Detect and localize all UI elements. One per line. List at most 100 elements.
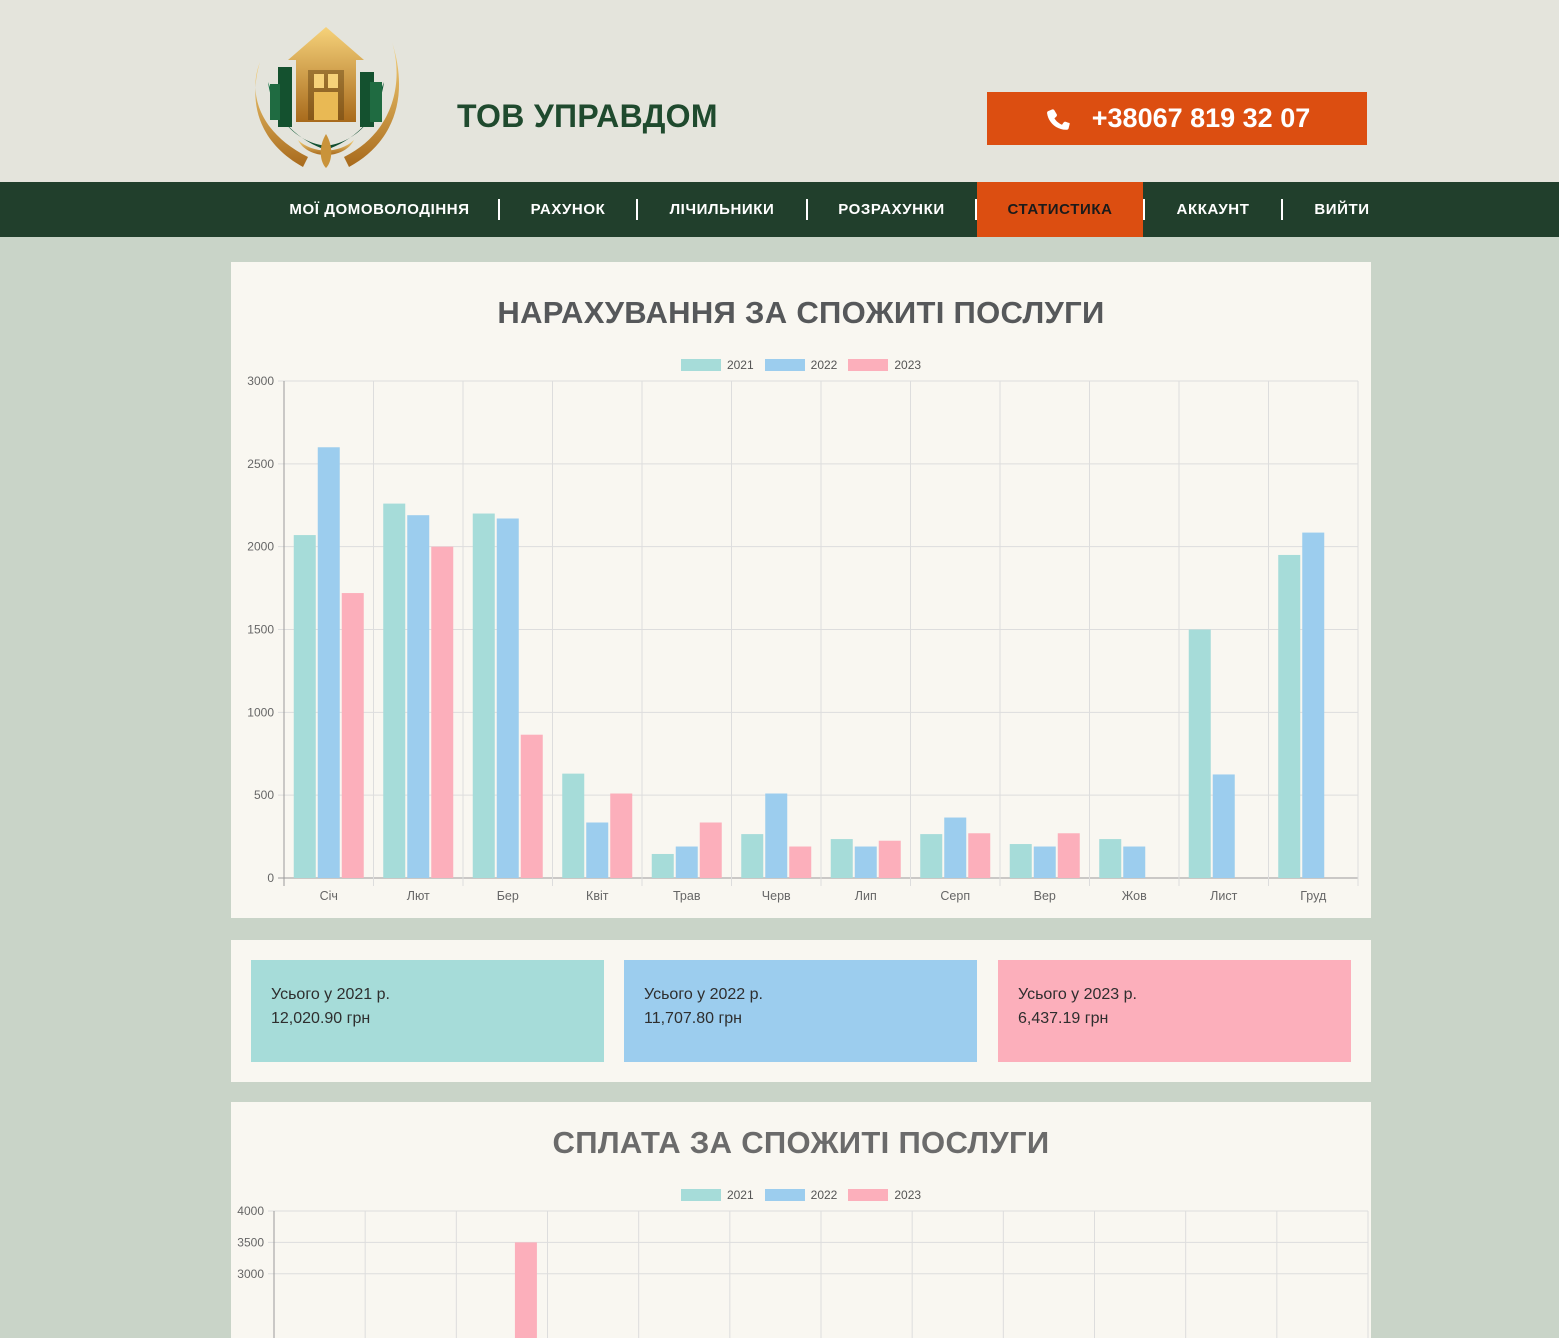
x-tick-label: Бер — [497, 889, 519, 903]
bar-2021-Квіт[interactable] — [562, 773, 585, 878]
nav-separator — [806, 199, 808, 220]
bar-2023-Вер[interactable] — [1057, 833, 1080, 878]
legend-swatch — [848, 359, 889, 371]
bar-2022-Лют[interactable] — [407, 515, 430, 878]
bar-2023-Січ[interactable] — [341, 593, 364, 878]
bar-2021-Серп[interactable] — [920, 834, 943, 878]
bar-2022-Вер[interactable] — [1033, 846, 1056, 878]
total-label: Усього у 2022 р. — [644, 986, 763, 1003]
phone-button[interactable]: +38067 819 32 07 — [987, 92, 1367, 145]
legend-label: 2022 — [810, 358, 838, 372]
y-tick-label: 0 — [267, 871, 274, 885]
y-tick-label: 2500 — [247, 457, 274, 471]
bar-2023-Лип[interactable] — [878, 840, 901, 878]
company-logo[interactable] — [248, 22, 404, 172]
chart-legend: 2021 2022 2023 — [231, 358, 1371, 372]
total-label: Усього у 2021 р. — [271, 986, 390, 1003]
phone-icon — [1046, 108, 1070, 130]
bar-2022-Лип[interactable] — [854, 846, 877, 878]
bar-2021-Трав[interactable] — [651, 853, 674, 878]
bar-2021-Лист[interactable] — [1188, 629, 1211, 879]
total-2021-card: Усього у 2021 р. 12,020.90 грн — [251, 960, 604, 1062]
nav-item-bill[interactable]: РАХУНОК — [530, 201, 606, 218]
nav-item-statistics[interactable]: СТАТИСТИКА — [977, 182, 1143, 237]
bar-2022-Груд[interactable] — [1302, 532, 1325, 878]
bar-2021-Жов[interactable] — [1099, 839, 1122, 878]
legend-item-2021[interactable]: 2021 — [680, 358, 754, 372]
bar-2022-Квіт[interactable] — [586, 822, 609, 878]
y-tick-label: 4000 — [237, 1204, 264, 1218]
bar-2021-Бер[interactable] — [472, 513, 495, 878]
legend-item-2023[interactable]: 2023 — [848, 358, 921, 372]
total-2023-card: Усього у 2023 р. 6,437.19 грн — [998, 960, 1351, 1062]
charges-chart-panel: НАРАХУВАННЯ ЗА СПОЖИТІ ПОСЛУГИ 2021 2022… — [231, 262, 1371, 918]
x-tick-label: Трав — [673, 889, 701, 903]
total-value: 11,707.80 грн — [644, 1010, 743, 1027]
x-tick-label: Лип — [855, 889, 877, 903]
x-tick-label: Вер — [1034, 889, 1056, 903]
bar-2021-Лют[interactable] — [383, 503, 406, 878]
bar-2023-Бер[interactable] — [514, 1242, 537, 1338]
total-value: 6,437.19 грн — [1018, 1010, 1109, 1027]
payments-bar-chart: 3000 3500 4000 — [237, 1204, 1369, 1338]
legend-item-2021[interactable]: 2021 — [680, 1188, 754, 1202]
bar-2023-Серп[interactable] — [968, 833, 991, 878]
bar-2023-Лют[interactable] — [431, 546, 454, 878]
bar-2022-Січ[interactable] — [317, 447, 340, 878]
total-label: Усього у 2023 р. — [1018, 986, 1137, 1003]
legend-label: 2021 — [726, 1188, 754, 1202]
bar-2021-Лип[interactable] — [830, 839, 853, 878]
legend-item-2022[interactable]: 2022 — [764, 1188, 838, 1202]
bar-2022-Лист[interactable] — [1212, 774, 1235, 878]
bar-2021-Груд[interactable] — [1278, 554, 1301, 878]
bar-2021-Черв[interactable] — [741, 834, 764, 878]
nav-item-households[interactable]: МОЇ ДОМОВОЛОДІННЯ — [289, 201, 470, 218]
site-header: ТОВ УПРАВДОМ +38067 819 32 07 — [0, 0, 1559, 182]
nav-separator — [1143, 199, 1145, 220]
nav-item-account[interactable]: АККАУНТ — [1176, 201, 1250, 218]
x-tick-label: Черв — [762, 889, 791, 903]
nav-separator — [1281, 199, 1283, 220]
y-tick-label: 1500 — [247, 623, 274, 637]
x-tick-label: Серп — [940, 889, 970, 903]
y-tick-label: 3500 — [237, 1235, 264, 1249]
charges-bar-chart: 0 500 1000 1500 2000 2500 3000 Січ Лют Бер Квіт Тра… — [247, 374, 1359, 903]
payments-chart-title: СПЛАТА ЗА СПОЖИТІ ПОСЛУГИ — [552, 1125, 1050, 1160]
nav-item-logout[interactable]: ВИЙТИ — [1314, 201, 1370, 218]
legend-swatch — [680, 1189, 721, 1201]
legend-swatch — [764, 359, 805, 371]
nav-item-payments[interactable]: РОЗРАХУНКИ — [838, 201, 945, 218]
nav-item-meters[interactable]: ЛІЧИЛЬНИКИ — [669, 201, 775, 218]
bar-2022-Бер[interactable] — [496, 518, 519, 878]
legend-label: 2023 — [894, 1188, 922, 1202]
main-navigation: МОЇ ДОМОВОЛОДІННЯ РАХУНОК ЛІЧИЛЬНИКИ РОЗ… — [0, 182, 1559, 237]
y-tick-label: 3000 — [247, 374, 274, 388]
chart-legend: 2021 2022 2023 — [231, 1188, 1371, 1202]
x-tick-label: Жов — [1122, 889, 1147, 903]
y-tick-label: 500 — [254, 788, 274, 802]
y-tick-label: 1000 — [247, 705, 274, 719]
legend-swatch — [764, 1189, 805, 1201]
legend-label: 2021 — [726, 358, 754, 372]
nav-separator — [498, 199, 500, 220]
bar-2022-Жов[interactable] — [1123, 846, 1146, 878]
legend-label: 2022 — [810, 1188, 838, 1202]
legend-item-2022[interactable]: 2022 — [764, 358, 838, 372]
nav-separator — [636, 199, 638, 220]
bar-2021-Вер[interactable] — [1009, 844, 1032, 878]
bar-2022-Черв[interactable] — [765, 793, 788, 878]
payments-chart-panel: СПЛАТА ЗА СПОЖИТІ ПОСЛУГИ 2021 2022 2023… — [231, 1102, 1371, 1338]
x-tick-label: Лист — [1210, 889, 1237, 903]
bar-2023-Квіт[interactable] — [610, 793, 633, 878]
legend-item-2023[interactable]: 2023 — [848, 1188, 921, 1202]
bar-2023-Трав[interactable] — [699, 822, 722, 878]
bar-2022-Серп[interactable] — [944, 817, 967, 878]
legend-swatch — [680, 359, 721, 371]
bar-2022-Трав[interactable] — [675, 846, 698, 878]
bar-2023-Бер[interactable] — [520, 734, 543, 878]
total-2022-card: Усього у 2022 р. 11,707.80 грн — [624, 960, 977, 1062]
total-value: 12,020.90 грн — [271, 1010, 371, 1027]
bar-2021-Січ[interactable] — [293, 535, 316, 878]
bar-2023-Черв[interactable] — [789, 846, 812, 878]
x-tick-label: Січ — [320, 889, 338, 903]
